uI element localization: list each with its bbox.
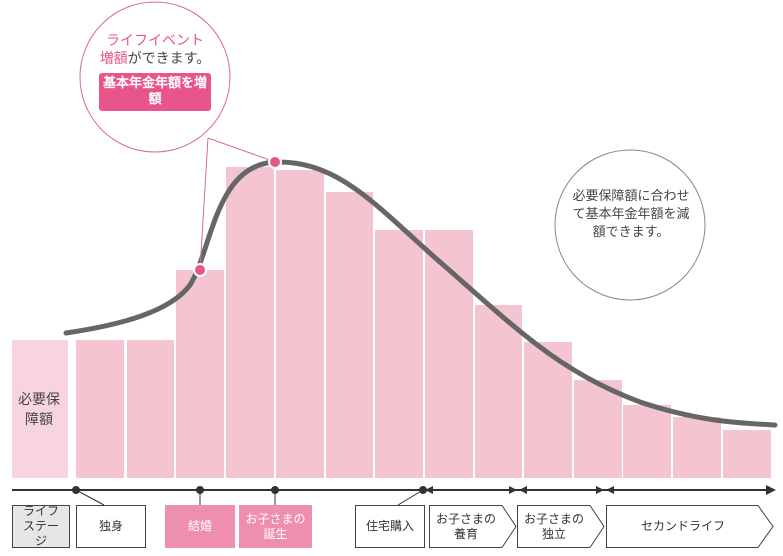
stage-child-birth: お子さまの誕生 xyxy=(239,505,312,548)
coverage-bar xyxy=(176,270,224,478)
birth-point xyxy=(268,155,282,169)
right-bubble-text: 必要保障額に合わせて基本年金年額を減額できます。 xyxy=(572,189,690,240)
callout-line xyxy=(199,137,209,271)
stage-child-raising: お子さまの養育 xyxy=(429,505,517,548)
annuity-curve xyxy=(63,159,778,428)
stage-single: 独身 xyxy=(76,505,146,548)
timeline-connector xyxy=(397,489,424,506)
coverage-bar xyxy=(623,405,671,478)
callout-line xyxy=(207,137,276,163)
coverage-bar xyxy=(12,340,68,478)
stage-child-independence: お子さまの独立 xyxy=(517,505,605,548)
left-bubble-highlight: 増額 xyxy=(99,51,128,67)
stage-marriage: 結婚 xyxy=(165,505,235,548)
coverage-bar xyxy=(127,340,174,478)
coverage-bar xyxy=(375,230,423,478)
coverage-bar xyxy=(276,170,324,478)
arrowhead-icon xyxy=(606,486,614,494)
coverage-bar xyxy=(226,167,274,478)
left-bubble: ライフイベント 増額ができます。 基本年金年額を増額 xyxy=(80,32,230,111)
coverage-bar xyxy=(723,430,771,478)
arrowhead-icon xyxy=(425,486,433,494)
timeline-connector xyxy=(75,489,105,506)
arrowhead-icon xyxy=(509,486,517,494)
stage-second-life: セカンドライフ xyxy=(606,505,774,548)
coverage-bar xyxy=(475,305,522,478)
increase-badge: 基本年金年額を増額 xyxy=(99,73,211,111)
marriage-point xyxy=(193,263,207,277)
arrowhead-icon xyxy=(596,486,604,494)
stage-home-purchase: 住宅購入 xyxy=(355,505,425,548)
stage-label: ライフステージ xyxy=(12,504,70,548)
coverage-bar xyxy=(574,380,622,478)
timeline-arrow-icon xyxy=(766,485,776,495)
arrowhead-icon xyxy=(519,486,527,494)
coverage-bar xyxy=(76,340,124,478)
left-bubble-rest: ができます。 xyxy=(127,51,211,67)
required-coverage-label: 必要保障額 xyxy=(18,392,60,428)
coverage-bar xyxy=(326,192,373,478)
coverage-bar xyxy=(673,417,721,478)
right-bubble-circle xyxy=(554,149,706,301)
left-bubble-line1: ライフイベント xyxy=(106,33,204,49)
